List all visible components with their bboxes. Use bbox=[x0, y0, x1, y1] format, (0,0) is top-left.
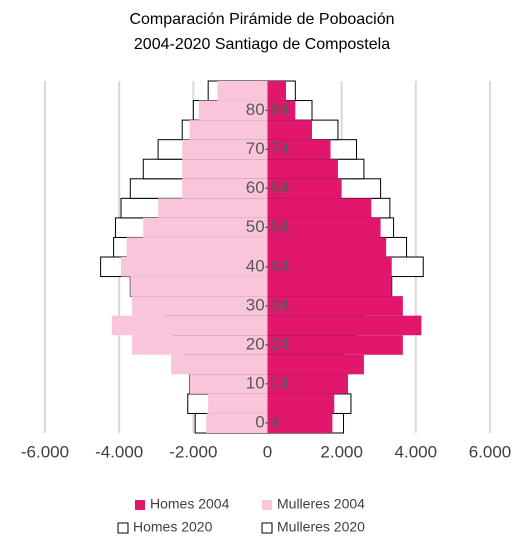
bar bbox=[182, 139, 268, 160]
bar bbox=[267, 276, 392, 297]
bar bbox=[206, 413, 268, 433]
bar bbox=[267, 159, 338, 179]
bar bbox=[267, 198, 372, 218]
category-label: 70-74 bbox=[246, 139, 289, 158]
x-tick-label: -2.000 bbox=[169, 442, 217, 461]
bar bbox=[267, 120, 312, 140]
bar bbox=[267, 335, 403, 355]
bar bbox=[267, 237, 387, 257]
x-tick-label: 0 bbox=[263, 442, 272, 461]
x-tick-label: 4.000 bbox=[395, 442, 438, 461]
bar bbox=[267, 374, 348, 394]
x-tick-label: -6.000 bbox=[21, 442, 69, 461]
legend-label: Homes 2004 bbox=[150, 496, 230, 512]
bar bbox=[267, 139, 331, 160]
bar bbox=[267, 217, 381, 238]
category-label: 60-64 bbox=[246, 178, 289, 197]
bar bbox=[267, 81, 287, 101]
bar bbox=[267, 257, 392, 277]
bar bbox=[208, 393, 268, 414]
category-label: 20-24 bbox=[246, 334, 289, 353]
bar bbox=[267, 296, 403, 316]
category-label: 80-84 bbox=[246, 100, 289, 119]
bar bbox=[267, 100, 296, 121]
bar bbox=[267, 178, 342, 199]
bar bbox=[182, 178, 268, 199]
bar bbox=[121, 257, 268, 277]
legend-label: Homes 2020 bbox=[133, 519, 213, 535]
legend-swatch bbox=[262, 500, 272, 510]
bar bbox=[267, 393, 335, 414]
chart-subtitle: 2004-2020 Santiago de Compostela bbox=[134, 36, 390, 53]
bar bbox=[158, 198, 268, 218]
legend-swatch bbox=[135, 500, 145, 510]
category-label: 10-14 bbox=[246, 374, 289, 393]
bar bbox=[267, 315, 422, 336]
bar bbox=[189, 120, 268, 140]
bar bbox=[267, 354, 364, 375]
category-label: 50-54 bbox=[246, 217, 289, 236]
category-label: 40-44 bbox=[246, 256, 289, 275]
legend-label: Mulleres 2020 bbox=[277, 519, 365, 535]
bar bbox=[217, 81, 268, 101]
bar bbox=[171, 354, 268, 375]
bar bbox=[198, 100, 268, 121]
bar bbox=[126, 237, 268, 257]
chart-title: Comparación Pirámide de Poboación bbox=[129, 11, 394, 28]
legend-label: Mulleres 2004 bbox=[277, 496, 365, 512]
bar bbox=[267, 413, 333, 433]
legend-swatch bbox=[261, 522, 273, 534]
bar bbox=[132, 335, 268, 355]
x-tick-label: -4.000 bbox=[95, 442, 143, 461]
bar bbox=[143, 217, 268, 238]
x-tick-label: 6.000 bbox=[469, 442, 512, 461]
bar bbox=[111, 315, 268, 336]
category-label: 0-4 bbox=[255, 413, 280, 432]
legend-swatch bbox=[117, 522, 129, 534]
bar bbox=[130, 276, 268, 297]
bar bbox=[182, 159, 268, 179]
bar bbox=[189, 374, 268, 394]
x-tick-label: 2.000 bbox=[320, 442, 363, 461]
category-label: 30-34 bbox=[246, 295, 289, 314]
bar bbox=[132, 296, 268, 316]
